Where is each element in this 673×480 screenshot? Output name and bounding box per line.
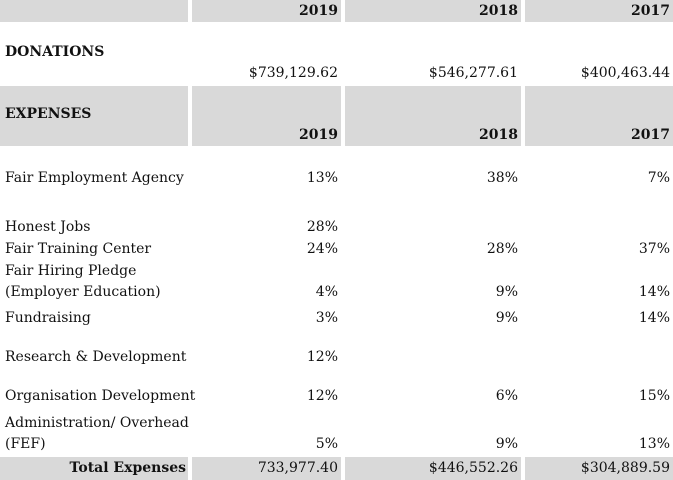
row-value: 6% <box>495 388 518 404</box>
row-label-fundraising: Fundraising <box>5 310 91 326</box>
row-value: 37% <box>638 241 670 257</box>
row-value: 24% <box>306 241 338 257</box>
donations-value-2018: $546,277.61 <box>428 65 518 81</box>
row-value: 12% <box>306 349 338 365</box>
donations-label: DONATIONS <box>5 44 105 60</box>
expenses-year-2017: 2017 <box>631 127 670 143</box>
header-cell-2018 <box>345 0 521 22</box>
expenses-cell-2017 <box>525 86 673 146</box>
row-label-organisation-development: Organisation Development <box>5 388 196 404</box>
expenses-cell-2018 <box>345 86 521 146</box>
row-label-fair-employment-agency: Fair Employment Agency <box>5 170 184 186</box>
row-value: 4% <box>315 284 338 300</box>
header-cell-2017 <box>525 0 673 22</box>
total-value-2019: 733,977.40 <box>257 460 338 476</box>
row-value: 7% <box>647 170 670 186</box>
row-label-research-development: Research & Development <box>5 349 187 365</box>
expenses-cell-2019 <box>192 86 341 146</box>
expenses-year-2019: 2019 <box>299 127 338 143</box>
row-value: 38% <box>486 170 518 186</box>
expenses-label: EXPENSES <box>5 106 92 122</box>
total-value-2018: $446,552.26 <box>428 460 518 476</box>
row-label-fair-hiring-pledge: Fair Hiring Pledge <box>5 263 137 279</box>
row-value: 9% <box>495 436 518 452</box>
expenses-year-2018: 2018 <box>479 127 518 143</box>
row-value: 14% <box>638 284 670 300</box>
header-year-2017: 2017 <box>631 3 670 19</box>
expenses-label-cell <box>0 86 188 146</box>
row-value: 14% <box>638 310 670 326</box>
row-value: 5% <box>315 436 338 452</box>
row-value: 28% <box>486 241 518 257</box>
row-value: 9% <box>495 310 518 326</box>
row-value: 13% <box>638 436 670 452</box>
donations-value-2017: $400,463.44 <box>580 65 670 81</box>
header-blank-cell <box>0 0 188 22</box>
total-cell-2018 <box>345 457 521 480</box>
row-value: 3% <box>315 310 338 326</box>
donations-value-2019: $739,129.62 <box>248 65 338 81</box>
row-label-administration-overhead: Administration/ Overhead <box>5 415 189 431</box>
header-year-2018: 2018 <box>479 3 518 19</box>
row-label-fef: (FEF) <box>5 436 46 452</box>
header-year-2019: 2019 <box>299 3 338 19</box>
row-value: 9% <box>495 284 518 300</box>
row-label-employer-education: (Employer Education) <box>5 284 161 300</box>
total-value-2017: $304,889.59 <box>580 460 670 476</box>
row-value: 12% <box>306 388 338 404</box>
total-label-cell <box>0 457 188 480</box>
total-cell-2017 <box>525 457 673 480</box>
row-value: 15% <box>638 388 670 404</box>
total-label: Total Expenses <box>69 460 186 476</box>
row-value: 28% <box>306 219 338 235</box>
row-label-fair-training-center: Fair Training Center <box>5 241 152 257</box>
header-cell-2019 <box>192 0 341 22</box>
row-value: 13% <box>306 170 338 186</box>
total-cell-2019 <box>192 457 341 480</box>
row-label-honest-jobs: Honest Jobs <box>5 219 91 235</box>
